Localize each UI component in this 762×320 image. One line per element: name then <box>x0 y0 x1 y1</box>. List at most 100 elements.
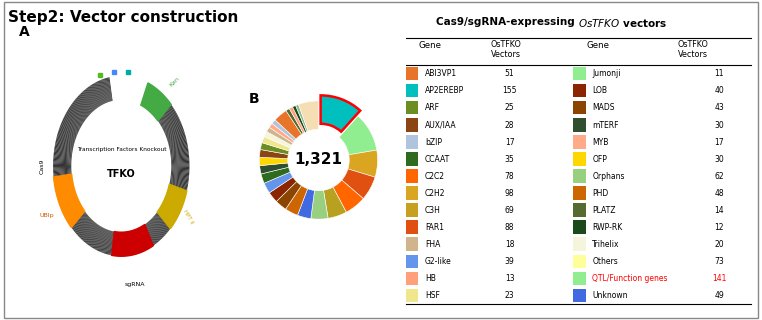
Polygon shape <box>140 227 148 250</box>
Polygon shape <box>59 128 76 139</box>
Text: 13: 13 <box>504 274 514 283</box>
Polygon shape <box>99 228 105 252</box>
Polygon shape <box>165 198 181 211</box>
Text: Trihelix: Trihelix <box>592 240 620 249</box>
Polygon shape <box>162 205 176 220</box>
Polygon shape <box>64 116 79 130</box>
Polygon shape <box>57 188 75 197</box>
Polygon shape <box>156 101 169 119</box>
Polygon shape <box>75 214 88 232</box>
Polygon shape <box>142 226 151 248</box>
Polygon shape <box>171 177 188 183</box>
Polygon shape <box>158 104 171 121</box>
Polygon shape <box>58 132 75 142</box>
Text: 18: 18 <box>504 240 514 249</box>
Polygon shape <box>165 199 181 212</box>
Polygon shape <box>73 101 86 119</box>
Text: PLATZ: PLATZ <box>592 206 616 215</box>
Polygon shape <box>158 105 172 122</box>
Polygon shape <box>149 220 161 241</box>
Polygon shape <box>98 81 104 104</box>
Text: Others: Others <box>592 257 618 266</box>
Polygon shape <box>168 190 184 200</box>
Text: QTL/Function genes: QTL/Function genes <box>592 274 668 283</box>
Polygon shape <box>56 136 74 145</box>
Polygon shape <box>74 213 87 232</box>
Polygon shape <box>69 209 84 226</box>
Polygon shape <box>98 228 104 251</box>
Polygon shape <box>53 172 72 176</box>
Text: Cas9/sgRNA-expressing: Cas9/sgRNA-expressing <box>436 17 578 27</box>
Wedge shape <box>262 137 290 151</box>
Polygon shape <box>158 210 172 227</box>
Wedge shape <box>296 104 308 132</box>
Polygon shape <box>62 119 78 133</box>
Text: TFKO: TFKO <box>107 169 136 179</box>
Polygon shape <box>169 183 187 191</box>
Polygon shape <box>151 219 163 238</box>
Polygon shape <box>76 216 89 235</box>
Bar <box>573 152 586 166</box>
Wedge shape <box>348 150 378 177</box>
Polygon shape <box>171 151 189 156</box>
Polygon shape <box>142 226 150 248</box>
Polygon shape <box>101 229 107 252</box>
Wedge shape <box>297 189 315 219</box>
Polygon shape <box>122 232 123 256</box>
Text: 40: 40 <box>714 86 724 95</box>
Polygon shape <box>162 204 177 220</box>
Polygon shape <box>53 170 72 172</box>
Polygon shape <box>59 191 75 202</box>
Polygon shape <box>113 232 116 256</box>
Polygon shape <box>171 165 190 167</box>
Polygon shape <box>85 89 95 110</box>
Polygon shape <box>171 150 188 155</box>
Wedge shape <box>293 106 306 132</box>
Polygon shape <box>68 207 82 223</box>
Polygon shape <box>146 223 157 244</box>
Polygon shape <box>54 177 72 182</box>
Polygon shape <box>136 229 143 252</box>
Polygon shape <box>146 223 156 244</box>
Polygon shape <box>158 104 171 122</box>
Polygon shape <box>116 232 118 256</box>
Polygon shape <box>101 80 107 103</box>
Polygon shape <box>84 90 94 111</box>
Bar <box>405 84 418 97</box>
Text: Kan: Kan <box>168 76 180 88</box>
Text: sgRNA: sgRNA <box>125 282 146 287</box>
Polygon shape <box>159 208 174 224</box>
Polygon shape <box>162 113 177 128</box>
Polygon shape <box>168 189 185 199</box>
Text: 141: 141 <box>712 274 726 283</box>
Text: Gene: Gene <box>419 41 442 50</box>
Polygon shape <box>170 180 188 186</box>
Polygon shape <box>59 126 76 137</box>
Text: 30: 30 <box>714 121 724 130</box>
Text: PHD: PHD <box>592 189 609 198</box>
Polygon shape <box>165 120 181 133</box>
Text: 23: 23 <box>504 291 514 300</box>
Text: OFP: OFP <box>592 155 607 164</box>
Polygon shape <box>70 210 84 226</box>
Polygon shape <box>168 186 186 195</box>
Polygon shape <box>89 225 98 246</box>
Text: 14: 14 <box>714 206 724 215</box>
Polygon shape <box>121 232 123 256</box>
Polygon shape <box>120 232 121 256</box>
Polygon shape <box>78 218 91 237</box>
Polygon shape <box>140 227 149 249</box>
Polygon shape <box>68 108 83 124</box>
Text: Step2: Vector construction: Step2: Vector construction <box>8 10 238 25</box>
Polygon shape <box>154 98 167 116</box>
Polygon shape <box>72 102 86 120</box>
Wedge shape <box>267 127 293 145</box>
Polygon shape <box>171 152 189 157</box>
Polygon shape <box>55 145 72 152</box>
Polygon shape <box>56 137 74 146</box>
Polygon shape <box>62 118 78 132</box>
Polygon shape <box>157 184 187 229</box>
Polygon shape <box>162 115 178 129</box>
Polygon shape <box>108 77 113 101</box>
Polygon shape <box>166 127 183 138</box>
